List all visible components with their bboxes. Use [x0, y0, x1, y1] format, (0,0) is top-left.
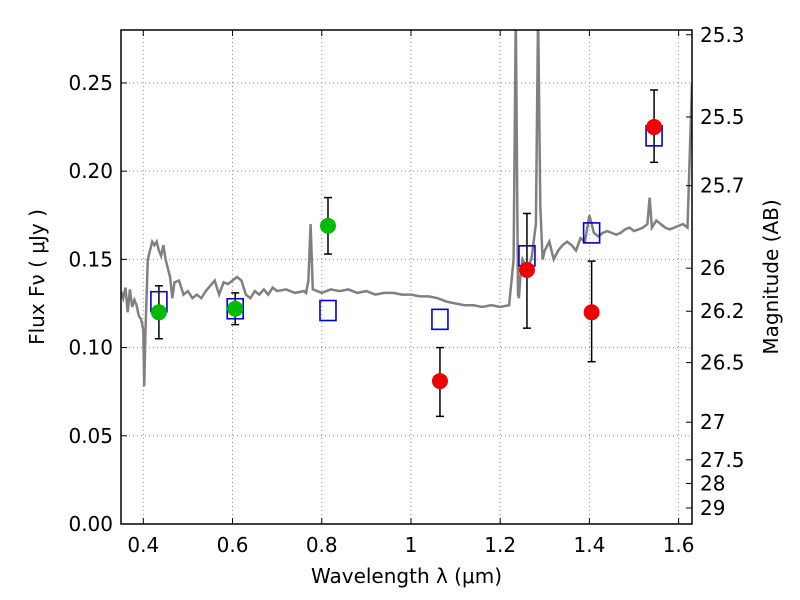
right-tick-label: 26	[700, 256, 725, 280]
plot-frame	[120, 29, 693, 525]
green-data-point	[319, 217, 336, 234]
axis-ticks: 0.4 0.6 0.8 1 1.2 1.4 1.6 0.00 0.05 0.10 0.15 0.20 0…	[68, 23, 744, 557]
model-spectrum	[121, 30, 692, 387]
right-tick-label: 27.5	[700, 448, 745, 472]
model-photometry-square	[319, 299, 337, 322]
red-data-point	[646, 119, 663, 136]
model-spectrum-line	[121, 30, 692, 387]
right-tick-label: 29	[700, 496, 725, 520]
x-tick-label: 1.4	[573, 533, 605, 557]
x-tick-label: 1	[405, 533, 418, 557]
x-tick-label: 0.6	[217, 533, 249, 557]
x-tick-label: 1.6	[663, 533, 695, 557]
red-data-point	[431, 373, 448, 390]
y-tick-label: 0.05	[68, 424, 113, 448]
red-data-point	[518, 261, 535, 278]
y-axis-label: Flux Fν ( μJy )	[25, 209, 49, 345]
x-tick-label: 1.2	[484, 533, 516, 557]
x-tick-label: 0.8	[306, 533, 338, 557]
y-tick-label: 0.00	[68, 512, 113, 536]
right-tick-label: 25.5	[700, 105, 745, 129]
right-tick-label: 27	[700, 410, 725, 434]
model-photometry-square	[431, 308, 449, 331]
data-points	[150, 119, 663, 390]
x-tick-label: 0.4	[127, 533, 159, 557]
y-tick-label: 0.10	[68, 336, 113, 360]
model-photometry-square	[582, 222, 601, 244]
grid-lines	[121, 30, 692, 524]
y-tick-label: 0.15	[68, 247, 113, 271]
red-data-point	[583, 304, 600, 321]
error-bars	[154, 89, 659, 418]
y-tick-label: 0.25	[68, 71, 113, 95]
right-tick-label: 26.5	[700, 351, 745, 375]
right-tick-label: 25.3	[700, 23, 745, 47]
green-data-point	[227, 300, 244, 317]
right-axis-label: Magnitude (AB)	[759, 199, 783, 354]
green-data-point	[150, 304, 167, 321]
y-tick-label: 0.20	[68, 159, 113, 183]
right-tick-label: 28	[700, 471, 725, 495]
x-axis-label: Wavelength λ (μm)	[311, 564, 502, 588]
right-tick-label: 26.2	[700, 299, 745, 323]
right-tick-label: 25.7	[700, 174, 745, 198]
